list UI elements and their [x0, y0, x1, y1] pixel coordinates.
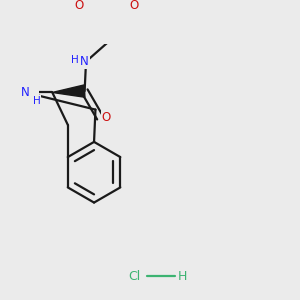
- Text: O: O: [129, 0, 138, 13]
- Text: O: O: [74, 0, 84, 13]
- Text: H: H: [33, 96, 41, 106]
- Text: H: H: [178, 270, 187, 283]
- Text: N: N: [21, 86, 30, 99]
- Text: H: H: [71, 55, 79, 65]
- Polygon shape: [52, 85, 85, 97]
- Text: O: O: [102, 111, 111, 124]
- Text: N: N: [80, 55, 89, 68]
- Text: Cl: Cl: [129, 270, 141, 283]
